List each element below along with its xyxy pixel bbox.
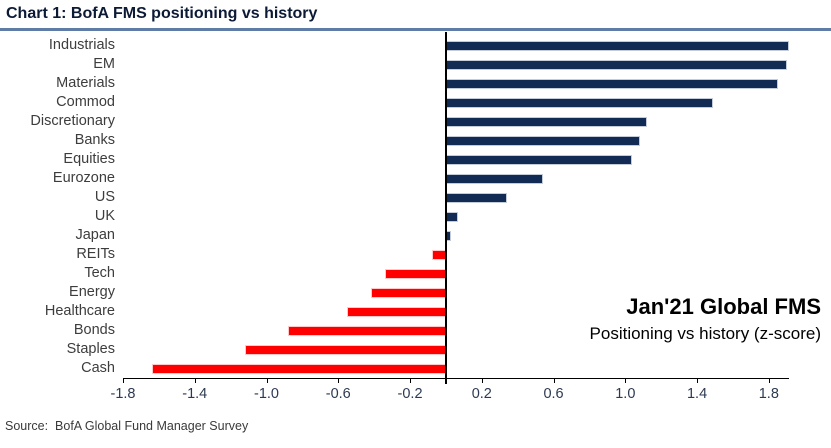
x-tick-label: 0.6: [543, 386, 564, 402]
x-tick: [410, 379, 412, 383]
category-label-japan: Japan: [75, 227, 115, 243]
x-tick-label: 0.2: [471, 386, 492, 402]
x-tick: [553, 379, 555, 383]
bar-japan: [445, 230, 452, 241]
bar-energy: [370, 287, 446, 298]
bar-discretionary: [445, 116, 647, 127]
x-tick: [697, 379, 699, 383]
x-tick: [481, 379, 483, 383]
category-label-industrials: Industrials: [48, 37, 115, 53]
category-label-uk: UK: [94, 208, 115, 224]
x-tick-label: -0.6: [325, 386, 351, 402]
category-label-commod: Commod: [56, 94, 115, 110]
x-tick-label: -0.2: [397, 386, 423, 402]
plot-area: -1.8 -1.4 -1.0 -0.6 -0.2 0.2 0.6 1.0 1.4 1.8: [111, 32, 789, 402]
x-tick: [266, 379, 268, 383]
x-tick: [123, 379, 124, 383]
x-tick: [194, 379, 196, 383]
bar-healthcare: [347, 306, 446, 317]
bar-equities: [445, 154, 633, 165]
annotation-title: Jan'21 Global FMS: [626, 294, 821, 319]
bar-us: [445, 192, 507, 203]
source-note: Source: BofA Global Fund Manager Survey: [5, 419, 249, 433]
category-label-discretionary: Discretionary: [30, 113, 115, 129]
x-axis-line: [123, 378, 789, 379]
category-label-energy: Energy: [69, 284, 115, 300]
category-label-healthcare: Healthcare: [44, 303, 115, 319]
bar-uk: [445, 211, 459, 222]
bar-reits: [431, 249, 446, 260]
bar-bonds: [288, 325, 446, 336]
category-label-bonds: Bonds: [73, 322, 115, 338]
title-underline: [0, 28, 831, 31]
category-label-staples: Staples: [66, 341, 115, 357]
bar-cash: [151, 363, 446, 374]
bar-em: [445, 59, 787, 70]
bar-staples: [244, 344, 446, 355]
bar-commod: [445, 97, 714, 108]
category-label-equities: Equities: [63, 151, 115, 167]
x-tick: [768, 379, 770, 383]
category-label-em: EM: [93, 56, 115, 72]
category-label-materials: Materials: [56, 75, 115, 91]
x-tick-label: -1.8: [110, 386, 136, 402]
zero-axis-line: [444, 32, 447, 384]
category-label-cash: Cash: [81, 360, 115, 376]
x-tick-label: 1.4: [686, 386, 708, 402]
chart-title: Chart 1: BofA FMS positioning vs history: [6, 5, 318, 22]
bar-materials: [445, 78, 778, 89]
bar-eurozone: [445, 173, 543, 184]
x-tick-label: 1.8: [758, 386, 779, 402]
category-label-reits: REITs: [76, 246, 115, 262]
category-label-eurozone: Eurozone: [52, 170, 115, 186]
x-tick: [338, 379, 340, 383]
bar-banks: [445, 135, 640, 146]
x-tick-label: -1.0: [254, 386, 280, 402]
annotation-subtitle: Positioning vs history (z-score): [589, 324, 821, 343]
category-label-us: US: [94, 189, 115, 205]
category-label-banks: Banks: [74, 132, 115, 148]
x-tick-label: -1.4: [182, 386, 208, 402]
bar-tech: [384, 268, 446, 279]
category-labels: Industrials EM Materials Commod Discretionar…: [0, 0, 115, 400]
x-tick-label: 1.0: [615, 386, 636, 402]
x-tick: [625, 379, 627, 383]
bar-industrials: [445, 40, 789, 51]
chart-annotation: Jan'21 Global FMS Positioning vs history…: [590, 294, 821, 345]
category-label-tech: Tech: [84, 265, 115, 281]
